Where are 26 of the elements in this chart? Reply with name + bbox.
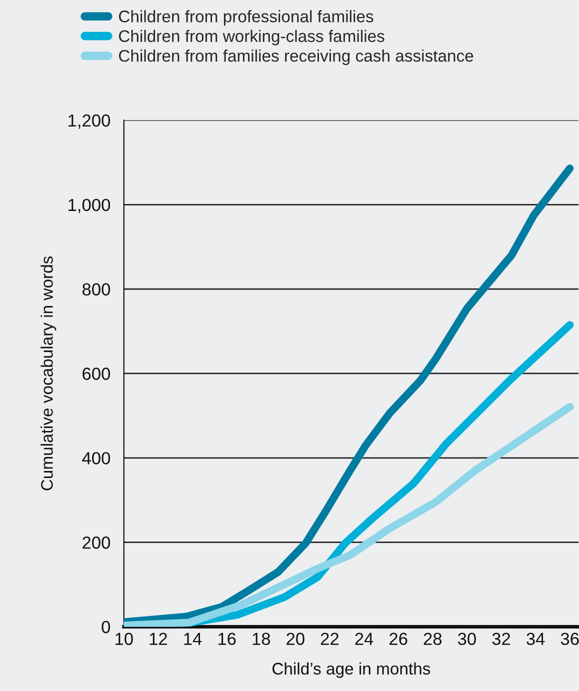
x-tick-label: 16 [218,632,236,646]
x-tick-label: 18 [252,632,270,646]
y-tick-label: 1,000 [68,198,110,214]
legend-label: Children from working-class families [119,30,384,46]
x-tick-label: 12 [150,632,167,645]
x-tick-label: 10 [116,632,133,646]
legend-label: Children from professional families [119,10,374,26]
x-tick-label: 36 [560,632,579,646]
x-tick-label: 30 [458,632,476,646]
x-tick-label: 24 [355,632,374,645]
y-axis-title: Cumulative vocabulary in words [40,256,56,490]
x-axis-title: Child’s age in months [272,662,430,678]
y-tick-label: 400 [82,452,110,464]
x-tick-label: 26 [390,632,408,646]
y-tick-label: 200 [82,536,110,549]
x-tick-label: 34 [526,632,545,646]
x-tick-label: 22 [320,632,339,645]
y-tick-label: 1,200 [68,114,110,129]
y-tick-label: 600 [82,368,110,380]
x-tick-label: 28 [424,632,442,646]
x-tick-label: 20 [286,632,304,646]
x-tick-label: 32 [492,632,510,646]
y-tick-label: 800 [82,283,110,296]
legend-label: Children from families receiving cash assistance [119,50,474,66]
y-tick-label: 0 [102,620,110,634]
x-tick-label: 14 [184,632,202,645]
